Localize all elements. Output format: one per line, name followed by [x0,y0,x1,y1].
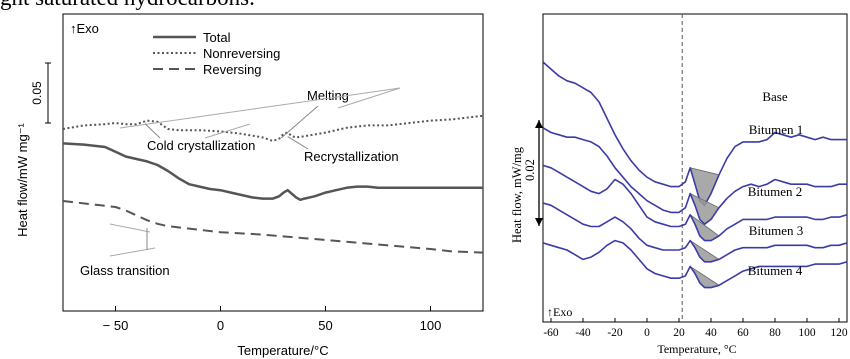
legend-label-total: Total [203,30,231,45]
x-tick-label: 80 [769,327,781,339]
x-tick-label: 60 [737,327,749,339]
shaded-peak-bitumen-2 [690,214,719,241]
annotation-cold-crystallization: Cold crystallization [147,138,255,153]
melting-baseline [119,87,401,129]
scale-bar-label: 0.05 [30,81,44,105]
annotation-recrystallization-pointer [287,136,309,150]
x-axis-label: Temperature/°C [237,343,328,358]
x-axis-label: Temperature, °C [657,342,736,356]
x-tick-label: -40 [575,327,591,339]
dsc-total-reversing-chart: − 50 0 50 100 Temperature/°C Heat flow/mW mg⁻… [15,13,484,358]
plot-frame [62,13,484,312]
cold-baseline [204,123,251,139]
peak-chord-bitumen-4 [689,266,720,286]
legend-label-reversing: Reversing [203,62,262,77]
series-line-bitumen-2 [543,164,847,242]
glass-baseline-lower [109,247,156,257]
left-series-group [63,114,483,254]
series-line-base [543,61,847,207]
x-tick-label: 40 [705,327,717,339]
plot-frame [542,13,848,323]
annotation-cold-pointer [144,123,161,139]
scale-bar-arrow-bottom [535,218,543,226]
exo-label: ↑Exo [547,305,572,319]
scale-bar-label: 0.02 [523,159,537,181]
x-tick-label: − 50 [103,318,129,333]
annotation-melting-pointer [280,105,319,139]
series-label-bitumen-1: Bitumen 1 [749,122,804,137]
annotation-recrystallization: Recrystallization [304,149,399,164]
x-tick-label: 120 [830,327,848,339]
dsc-bitumen-chart: -60 -40 -20 0 20 40 60 80 100 120 Temperature, °C H… [510,13,848,356]
legend-label-nonreversing: Nonreversing [203,46,280,61]
x-tick-label: 100 [798,327,816,339]
y-axis-label: Heat flow, mW/mg [510,146,524,243]
peak-chord-bitumen-2 [689,214,720,237]
x-tick-label: 0 [217,318,224,333]
series-line-nonreversing [63,114,483,142]
x-tick-label: -60 [543,327,559,339]
series-label-base: Base [762,89,788,104]
x-tick-label: 20 [673,327,685,339]
series-line-reversing [63,200,483,254]
x-tick-label: 100 [420,318,442,333]
peak-chord-bitumen-3 [689,240,720,260]
exo-label: ↑Exo [70,21,99,36]
series-line-bitumen-3 [543,202,847,263]
shaded-peak-bitumen-4 [690,266,719,288]
x-tick-label: 0 [644,327,650,339]
annotation-melting: Melting [307,88,349,103]
header-text-fragment: ght saturated hydrocarbons. [0,0,255,11]
melting-baseline-right [337,87,401,109]
series-line-bitumen-1 [543,127,847,225]
shaded-peak-base [690,167,719,206]
y-axis-label: Heat flow/mW mg⁻¹ [15,122,30,236]
shaded-peak-bitumen-3 [690,240,719,262]
peak-chord-bitumen-1 [690,193,720,209]
scale-bar-arrow-top [535,120,543,128]
x-tick-label: -20 [607,327,623,339]
annotation-glass-transition: Glass transition [80,263,170,278]
right-series-group [543,14,847,322]
peak-chord-base [690,167,720,176]
series-line-total [63,142,483,202]
x-tick-label: 50 [318,318,332,333]
series-label-bitumen-3: Bitumen 3 [749,223,804,238]
series-label-bitumen-2: Bitumen 2 [748,184,803,199]
glass-baseline-upper [109,223,151,233]
shaded-peak-bitumen-1 [690,193,719,225]
series-label-bitumen-4: Bitumen 4 [748,263,803,278]
series-line-bitumen-4 [543,239,847,289]
